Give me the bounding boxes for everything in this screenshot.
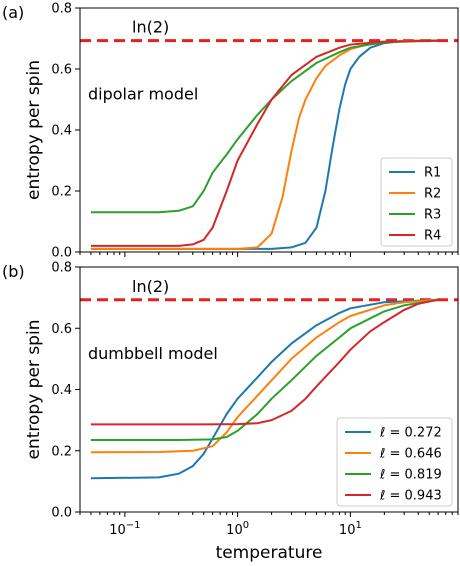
- series-line-4: [90, 298, 439, 426]
- legend: R1 R2 R3 R4: [380, 157, 453, 247]
- x-tick-label: 101: [339, 520, 362, 538]
- y-tick-label: 0.8: [51, 261, 72, 276]
- y-tick-label: 0.4: [51, 124, 72, 139]
- y-tick-label: 0.2: [51, 185, 72, 200]
- legend-label-3: R3: [424, 208, 441, 223]
- y-axis-label: entropy per spin: [24, 60, 44, 200]
- y-axis-label: entropy per spin: [24, 320, 44, 460]
- series-line-4: [90, 39, 439, 247]
- legend-box: [336, 417, 453, 507]
- panel-label: (b): [2, 262, 25, 281]
- series-line-2: [90, 298, 439, 454]
- legend-label-3: ℓ = 0.819: [379, 468, 442, 483]
- legend-label-4: ℓ = 0.943: [379, 489, 442, 504]
- x-tick-label: 100: [226, 520, 249, 538]
- legend-label-4: R4: [424, 229, 441, 244]
- y-tick-label: 0.6: [51, 63, 72, 78]
- x-axis-label: temperature: [216, 543, 323, 563]
- legend: ℓ = 0.272 ℓ = 0.646 ℓ = 0.819 ℓ = 0.943: [336, 417, 453, 507]
- ln2-label: ln(2): [132, 18, 169, 37]
- y-tick-label: 0.4: [51, 383, 72, 398]
- legend-label-1: R1: [424, 166, 441, 181]
- panel-b: ln(2) 0.0 0.2 0.4 0.6 0.8 10−1 100 101 entropy pe…: [2, 261, 459, 563]
- series-line-3: [90, 39, 439, 214]
- x-tick-label: 10−1: [109, 520, 140, 538]
- panel-label: (a): [2, 3, 24, 22]
- series-line-3: [90, 298, 439, 441]
- y-tick-label: 0.2: [51, 444, 72, 459]
- y-tick-label: 0.0: [51, 246, 72, 261]
- model-annotation: dumbbell model: [88, 344, 218, 363]
- y-tick-label: 0.8: [51, 2, 72, 17]
- legend-box: [380, 157, 453, 247]
- y-tick-label: 0.0: [51, 506, 72, 521]
- series-line-1: [90, 298, 439, 480]
- ln2-label: ln(2): [132, 277, 169, 296]
- y-tick-label: 0.6: [51, 322, 72, 337]
- legend-label-1: ℓ = 0.272: [379, 426, 442, 441]
- model-annotation: dipolar model: [88, 85, 198, 104]
- legend-label-2: ℓ = 0.646: [379, 447, 442, 462]
- panel-a: ln(2) 0.0 0.2 0.4 0.6 0.8 entropy per spin (a) d…: [2, 2, 459, 261]
- legend-label-2: R2: [424, 187, 441, 202]
- series-line-1: [90, 39, 439, 250]
